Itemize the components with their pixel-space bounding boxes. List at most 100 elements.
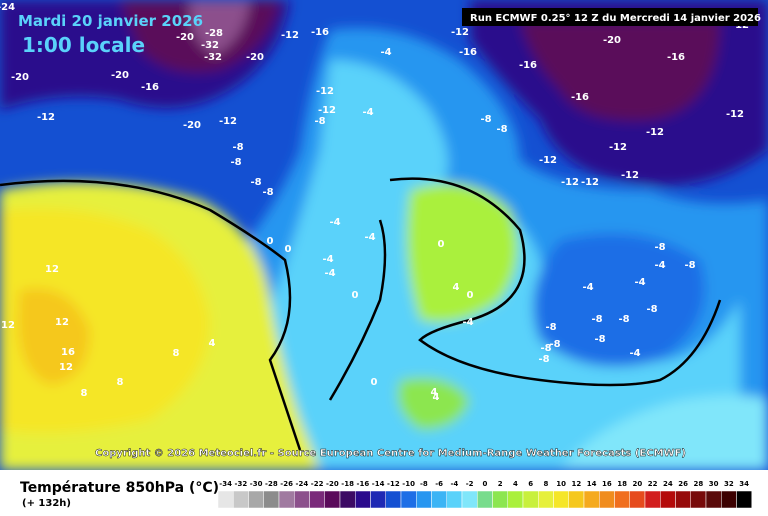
run-info: Run ECMWF 0.25° 12 Z du Mercredi 14 janv…: [470, 13, 761, 24]
scale-cell: [538, 490, 554, 509]
scale-label: 0: [482, 480, 487, 488]
contour-label: -20: [11, 72, 29, 83]
scale-label: 34: [739, 480, 749, 488]
scale-label: 32: [724, 480, 734, 488]
contour-label: 0: [438, 239, 445, 250]
contour-label: -8: [250, 177, 261, 188]
scale-label: -26: [280, 480, 293, 488]
scale-cell: [492, 490, 508, 509]
scale-cell: [339, 490, 356, 509]
run-box: [462, 8, 758, 26]
contour-label: -8: [549, 339, 560, 350]
scale-cell: [446, 490, 463, 509]
contour-label: -12: [37, 112, 55, 123]
scale-label: -20: [326, 480, 339, 488]
scale-label: -18: [341, 480, 354, 488]
contour-label: 4: [453, 282, 460, 293]
scale-label: -10: [402, 480, 415, 488]
contour-label: -8: [538, 354, 549, 365]
scale-label: -2: [466, 480, 474, 488]
contour-label: -8: [232, 142, 243, 153]
scale-cell: [599, 490, 615, 509]
scale-cell: [416, 490, 432, 509]
scale-cell: [248, 490, 264, 509]
footer-title: Température 850hPa (°C): [20, 480, 219, 496]
scale-cell: [400, 490, 417, 509]
scale-label: -6: [435, 480, 443, 488]
contour-label: -8: [314, 116, 325, 127]
scale-label: 18: [617, 480, 627, 488]
scale-label: -22: [311, 480, 324, 488]
scale-cell: [568, 490, 585, 509]
contour-label: 8: [81, 388, 88, 399]
scale-label: -14: [372, 480, 385, 488]
scale-label: 30: [709, 480, 719, 488]
scale-cell: [309, 490, 325, 509]
scale-cell: [294, 490, 310, 509]
scale-cell: [614, 490, 630, 509]
contour-label: -8: [684, 260, 695, 271]
contour-label: -4: [322, 254, 333, 265]
contour-label: -8: [594, 334, 605, 345]
contour-label: -16: [459, 47, 477, 58]
contour-label: -16: [667, 52, 685, 63]
contour-label: -12: [318, 105, 336, 116]
scale-label: 10: [556, 480, 566, 488]
scale-label: -32: [235, 480, 248, 488]
scale-label: -16: [357, 480, 370, 488]
contour-label: -20: [111, 70, 129, 81]
contour-label: -4: [324, 268, 335, 279]
scale-cell: [278, 490, 295, 509]
contour-label: -32: [201, 40, 219, 51]
contour-label: -16: [141, 82, 159, 93]
scale-label: -28: [265, 480, 278, 488]
scale-cell: [324, 490, 341, 509]
contour-label: -4: [582, 282, 593, 293]
scale-cell: [355, 490, 371, 509]
contour-label: -4: [380, 47, 391, 58]
contour-label: -24: [0, 2, 15, 13]
contour-label: 12: [55, 317, 69, 328]
contour-label: -4: [654, 260, 665, 271]
scale-cell: [675, 490, 691, 509]
contour-label: -12: [539, 155, 557, 166]
scale-cell: [263, 490, 280, 509]
scale-cell: [553, 490, 569, 509]
contour-label: 0: [267, 236, 274, 247]
scale-label: 8: [543, 480, 548, 488]
contour-label: -4: [362, 107, 373, 118]
scale-cell: [507, 490, 524, 509]
contour-label: -12: [646, 127, 664, 138]
scale-cell: [644, 490, 661, 509]
contour-label: -20: [246, 52, 264, 63]
contour-label: -16: [571, 92, 589, 103]
contour-label: -12: [726, 109, 744, 120]
contour-label: -20: [176, 32, 194, 43]
contour-label: -20: [183, 120, 201, 131]
scale-cell: [705, 490, 722, 509]
scale-label: -12: [387, 480, 400, 488]
scale-label: -24: [296, 480, 309, 488]
contour-label: -12: [581, 177, 599, 188]
scale-label: -4: [450, 480, 458, 488]
contour-label: -4: [634, 277, 645, 288]
scale-cell: [660, 490, 676, 509]
scale-label: -8: [420, 480, 428, 488]
scale-label: 2: [498, 480, 503, 488]
contour-label: 12: [45, 264, 59, 275]
contour-label: -12: [219, 116, 237, 127]
contour-label: 16: [61, 347, 75, 358]
contour-label: 4: [431, 387, 438, 398]
contour-label: -20: [603, 35, 621, 46]
contour-label: 8: [117, 377, 124, 388]
contour-label: -4: [462, 317, 473, 328]
contour-label: -4: [364, 232, 375, 243]
contour-label: -4: [629, 348, 640, 359]
contour-label: -16: [519, 60, 537, 71]
contour-label: -4: [329, 217, 340, 228]
scale-label: 14: [587, 480, 597, 488]
contour-label: -12: [609, 142, 627, 153]
temperature-field: [0, 0, 768, 470]
